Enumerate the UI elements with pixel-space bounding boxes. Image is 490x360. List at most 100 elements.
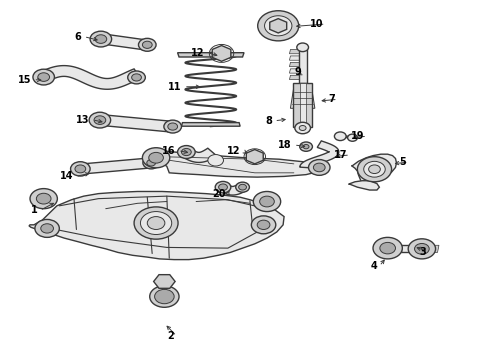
- Polygon shape: [218, 183, 247, 195]
- Circle shape: [164, 120, 181, 133]
- Polygon shape: [290, 49, 301, 54]
- Polygon shape: [299, 47, 307, 83]
- Circle shape: [239, 184, 246, 190]
- Polygon shape: [177, 53, 244, 57]
- Polygon shape: [290, 62, 301, 67]
- Text: 20: 20: [212, 189, 225, 199]
- Circle shape: [373, 237, 402, 259]
- Circle shape: [143, 157, 159, 169]
- Circle shape: [295, 122, 311, 134]
- Circle shape: [368, 165, 380, 174]
- Polygon shape: [300, 141, 339, 168]
- Text: 1: 1: [30, 206, 37, 216]
- Circle shape: [38, 73, 49, 81]
- Text: 6: 6: [74, 32, 81, 41]
- Circle shape: [95, 35, 107, 43]
- Circle shape: [75, 165, 86, 173]
- Text: 13: 13: [76, 115, 90, 125]
- Polygon shape: [78, 158, 153, 174]
- Circle shape: [236, 182, 249, 192]
- Circle shape: [35, 220, 59, 237]
- Circle shape: [299, 126, 306, 131]
- Circle shape: [90, 31, 112, 47]
- Polygon shape: [291, 87, 315, 108]
- Text: 12: 12: [226, 145, 240, 156]
- Circle shape: [257, 220, 270, 229]
- Circle shape: [297, 43, 309, 51]
- Circle shape: [147, 217, 165, 229]
- Circle shape: [71, 162, 90, 176]
- Polygon shape: [38, 66, 141, 89]
- Polygon shape: [410, 245, 439, 252]
- Polygon shape: [351, 154, 396, 184]
- Text: 18: 18: [278, 140, 292, 150]
- Polygon shape: [401, 245, 422, 252]
- Text: 11: 11: [168, 82, 181, 92]
- Polygon shape: [290, 69, 301, 73]
- Text: 15: 15: [18, 75, 31, 85]
- Circle shape: [357, 157, 392, 182]
- Circle shape: [215, 181, 231, 193]
- Polygon shape: [98, 114, 175, 132]
- Circle shape: [30, 189, 57, 209]
- Polygon shape: [270, 19, 287, 33]
- Text: 7: 7: [329, 94, 335, 104]
- Text: 8: 8: [265, 116, 272, 126]
- Circle shape: [265, 16, 292, 36]
- Text: 10: 10: [310, 19, 323, 29]
- Circle shape: [181, 148, 191, 156]
- Circle shape: [258, 11, 299, 41]
- Circle shape: [128, 71, 146, 84]
- Circle shape: [132, 74, 142, 81]
- Polygon shape: [181, 123, 240, 126]
- Text: 9: 9: [294, 67, 301, 77]
- Circle shape: [271, 21, 285, 31]
- Circle shape: [41, 224, 53, 233]
- Polygon shape: [154, 275, 175, 288]
- Polygon shape: [29, 192, 284, 260]
- Circle shape: [208, 154, 223, 166]
- Circle shape: [380, 242, 395, 254]
- Circle shape: [168, 123, 177, 130]
- Circle shape: [314, 163, 325, 172]
- Circle shape: [260, 196, 274, 207]
- Circle shape: [253, 192, 281, 212]
- Polygon shape: [97, 33, 151, 50]
- Circle shape: [415, 243, 429, 254]
- Circle shape: [334, 132, 346, 140]
- Circle shape: [94, 116, 106, 125]
- Circle shape: [177, 145, 195, 158]
- Circle shape: [134, 207, 178, 239]
- Circle shape: [364, 161, 385, 177]
- Polygon shape: [290, 56, 301, 60]
- Polygon shape: [181, 148, 217, 162]
- Circle shape: [347, 134, 357, 141]
- Polygon shape: [290, 75, 301, 80]
- Circle shape: [33, 69, 54, 85]
- Circle shape: [147, 159, 156, 166]
- Text: 16: 16: [162, 145, 175, 156]
- Circle shape: [300, 142, 313, 151]
- Text: 17: 17: [334, 150, 347, 160]
- Polygon shape: [246, 149, 263, 164]
- Polygon shape: [293, 83, 313, 127]
- Circle shape: [89, 112, 111, 128]
- Text: 4: 4: [370, 261, 377, 271]
- Text: 19: 19: [351, 131, 365, 141]
- Circle shape: [150, 286, 179, 307]
- Text: 14: 14: [59, 171, 73, 181]
- Text: 12: 12: [192, 48, 205, 58]
- Circle shape: [36, 193, 51, 204]
- Text: 5: 5: [399, 157, 406, 167]
- Circle shape: [149, 152, 163, 163]
- Circle shape: [251, 216, 276, 234]
- Circle shape: [139, 39, 156, 51]
- Polygon shape: [212, 45, 231, 61]
- Text: 2: 2: [168, 331, 174, 341]
- Polygon shape: [348, 181, 379, 190]
- Circle shape: [155, 289, 174, 304]
- Circle shape: [309, 159, 330, 175]
- Polygon shape: [300, 83, 306, 127]
- Circle shape: [219, 184, 227, 190]
- Polygon shape: [155, 151, 321, 177]
